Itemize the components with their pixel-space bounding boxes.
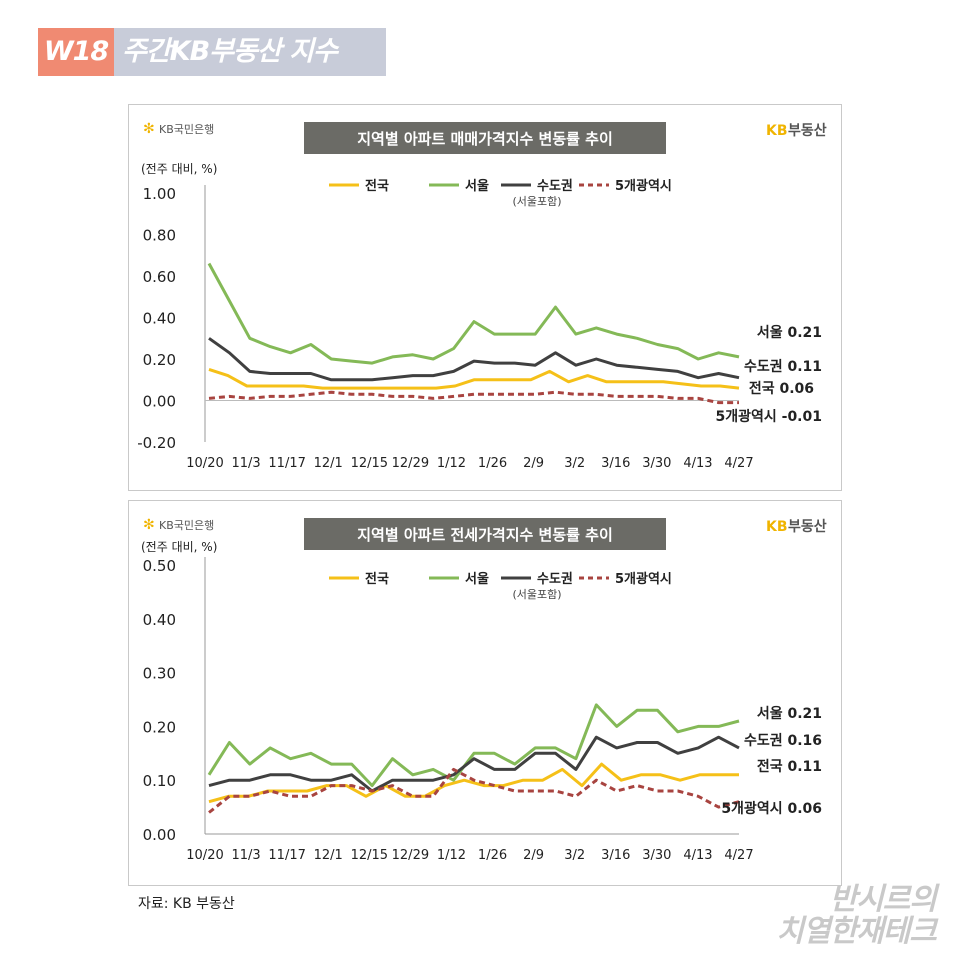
week-badge: W18 [38, 28, 114, 76]
y-tick-label: 0.30 [143, 665, 176, 683]
end-label-capital: 수도권 0.16 [744, 733, 822, 749]
brand-logo-kb: KB [766, 123, 788, 139]
x-tick-label: 4/13 [683, 848, 712, 863]
y-tick-label: -0.20 [137, 434, 176, 452]
series-line-capital [208, 735, 740, 793]
end-label-seoul: 서울 0.21 [757, 705, 822, 722]
brand-logo-text: 부동산 [788, 518, 827, 535]
x-tick-label: 11/17 [268, 456, 305, 471]
legend-label-national: 전국 [365, 571, 389, 587]
legend-label-national: 전국 [365, 178, 389, 194]
y-tick-label: 1.00 [143, 185, 176, 203]
y-tick-label: 0.50 [143, 557, 176, 575]
x-tick-label: 3/30 [642, 456, 671, 471]
x-tick-label: 3/30 [642, 848, 671, 863]
legend-label-metro5: 5개광역시 [615, 178, 672, 194]
kb-star-icon: ✻ [143, 121, 155, 137]
x-tick-label: 1/26 [478, 848, 507, 863]
brand-logo-text: 부동산 [788, 122, 827, 139]
y-axis-label: (전주 대비, %) [141, 540, 217, 554]
chart-title: 지역별 아파트 전세가격지수 변동률 추이 [357, 526, 613, 544]
legend-note-capital: (서울포함) [512, 588, 561, 601]
y-tick-label: 0.10 [143, 772, 176, 790]
x-tick-label: 12/15 [351, 456, 388, 471]
kb-star-icon: ✻ [143, 517, 155, 533]
legend-note-capital: (서울포함) [512, 195, 561, 208]
chart-title-box [304, 518, 666, 550]
end-label-metro5: 5개광역시 -0.01 [716, 408, 823, 425]
chart-title: 지역별 아파트 매매가격지수 변동률 추이 [357, 130, 613, 148]
series-line-metro5 [208, 767, 740, 814]
x-tick-label: 4/27 [724, 456, 753, 471]
legend-label-metro5: 5개광역시 [615, 571, 672, 587]
y-tick-label: 0.00 [143, 826, 176, 844]
end-label-seoul: 서울 0.21 [757, 324, 822, 341]
brand-logo-kb: KB [766, 519, 788, 535]
x-tick-label: 12/29 [392, 456, 429, 471]
bank-logo-text: KB국민은행 [159, 519, 214, 532]
end-label-metro5: 5개광역시 0.06 [721, 800, 822, 817]
y-tick-label: 0.40 [143, 611, 176, 629]
x-tick-label: 2/9 [523, 848, 544, 863]
x-tick-label: 12/29 [392, 848, 429, 863]
x-tick-label: 12/15 [351, 848, 388, 863]
y-tick-label: 0.20 [143, 718, 176, 736]
page-header: W18 주간KB부동산 지수 [38, 28, 386, 76]
end-label-national: 전국 0.11 [757, 758, 822, 775]
series-line-capital [208, 337, 740, 382]
y-tick-label: 0.00 [143, 393, 176, 411]
x-tick-label: 10/20 [186, 848, 223, 863]
source-note: 자료: KB 부동산 [138, 896, 235, 912]
bank-logo-text: KB국민은행 [159, 123, 214, 136]
x-tick-label: 3/2 [564, 456, 585, 471]
x-tick-label: 1/26 [478, 456, 507, 471]
end-label-capital: 수도권 0.11 [744, 359, 822, 375]
legend-label-seoul: 서울 [465, 178, 489, 194]
x-tick-label: 3/16 [601, 456, 630, 471]
x-tick-label: 4/13 [683, 456, 712, 471]
legend-label-capital: 수도권 [537, 572, 573, 587]
x-tick-label: 12/1 [314, 456, 343, 471]
y-axis-label: (전주 대비, %) [141, 162, 217, 176]
y-tick-label: 0.60 [143, 268, 176, 286]
y-tick-label: 0.20 [143, 351, 176, 369]
legend-label-seoul: 서울 [465, 571, 489, 587]
series-line-metro5 [208, 390, 739, 405]
legend-label-capital: 수도권 [537, 179, 573, 194]
x-tick-label: 11/3 [231, 848, 260, 863]
x-tick-label: 1/12 [437, 848, 466, 863]
y-tick-label: 0.40 [143, 310, 176, 328]
x-tick-label: 11/3 [231, 456, 260, 471]
watermark-line-2: 치열한재테크 [776, 914, 937, 949]
x-tick-label: 2/9 [523, 456, 544, 471]
watermark-line-1: 반시르의 [829, 882, 937, 917]
x-tick-label: 3/2 [564, 848, 585, 863]
x-tick-label: 3/16 [601, 848, 630, 863]
x-tick-label: 10/20 [186, 456, 223, 471]
series-line-national [208, 367, 740, 390]
x-tick-label: 1/12 [437, 456, 466, 471]
y-tick-label: 0.80 [143, 227, 176, 245]
x-tick-label: 12/1 [314, 848, 343, 863]
series-line-seoul [207, 703, 740, 788]
end-label-national: 전국 0.06 [749, 380, 814, 397]
series-line-national [208, 762, 739, 804]
x-tick-label: 4/27 [724, 848, 753, 863]
chart-title-box [304, 122, 666, 154]
x-tick-label: 11/17 [268, 848, 305, 863]
series-line-seoul [207, 262, 740, 365]
page-title: 주간KB부동산 지수 [114, 28, 386, 76]
